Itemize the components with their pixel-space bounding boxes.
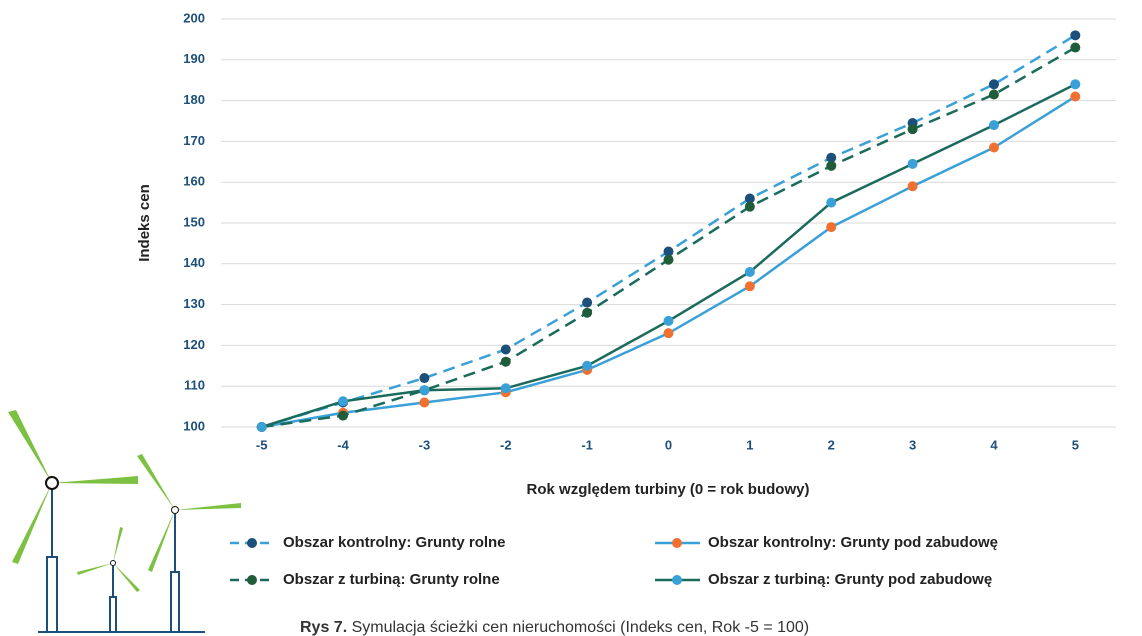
x-axis-title: Rok względem turbiny (0 = rok budowy) [527,481,810,498]
hub [46,477,58,489]
legend-marker [672,538,682,548]
caption-text: Symulacja ścieżki cen nieruchomości (Ind… [352,619,810,636]
point [582,308,592,318]
x-tick-label: -4 [337,437,349,452]
point [826,198,836,208]
point [501,344,511,354]
x-tick-label: 2 [828,437,835,452]
point [257,422,267,432]
point [989,89,999,99]
x-tick-label: 4 [990,437,998,452]
point [1070,30,1080,40]
point [1070,43,1080,53]
legend-label: Obszar kontrolny: Grunty rolne [283,534,506,551]
point [989,120,999,130]
y-tick-label: 140 [183,255,205,270]
legend-marker [672,575,682,585]
y-tick-label: 150 [183,214,205,229]
x-tick-label: 5 [1072,437,1079,452]
point [582,298,592,308]
point [1070,79,1080,89]
x-tick-label: 1 [746,437,753,452]
point [1070,92,1080,102]
x-tick-label: -3 [419,437,431,452]
point [338,396,348,406]
x-tick-label: -2 [500,437,512,452]
point [664,255,674,265]
hub [111,561,116,566]
point [664,328,674,338]
y-tick-label: 130 [183,296,205,311]
legend-label: Obszar z turbiną: Grunty rolne [283,571,500,588]
point [908,159,918,169]
legend-label: Obszar kontrolny: Grunty pod zabudowę [708,534,998,551]
point [745,281,755,291]
caption: Rys 7. Symulacja ścieżki cen nieruchomoś… [300,619,809,636]
point [745,267,755,277]
y-tick-label: 120 [183,337,205,352]
point [908,181,918,191]
y-tick-label: 100 [183,418,205,433]
point [501,357,511,367]
chart: Indeks cen Rok względem turbiny (0 = rok… [0,0,1142,636]
point [826,222,836,232]
legend-marker [247,575,257,585]
point [664,316,674,326]
y-tick-label: 110 [184,378,205,393]
x-tick-label: -1 [581,437,593,452]
x-tick-label: 3 [909,437,916,452]
point [908,124,918,134]
y-tick-label: 190 [183,51,205,66]
turbines [38,489,205,632]
caption-label: Rys 7. [300,619,347,636]
y-axis-title: Indeks cen [136,184,153,262]
point [989,79,999,89]
legend-label: Obszar z turbiną: Grunty pod zabudowę [708,571,992,588]
point [338,411,348,421]
point [582,361,592,371]
point [826,161,836,171]
point [419,385,429,395]
y-tick-label: 180 [183,92,205,107]
point [419,373,429,383]
y-tick-label: 160 [183,174,205,189]
hub [172,507,179,514]
series-line [262,35,1076,427]
x-tick-label: 0 [665,437,672,452]
x-tick-label: -5 [256,437,268,452]
point [501,383,511,393]
legend-marker [247,538,257,548]
point [989,143,999,153]
point [745,202,755,212]
y-tick-label: 170 [183,133,205,148]
point [419,398,429,408]
turbine-blades [8,410,241,592]
y-tick-label: 200 [183,10,205,25]
